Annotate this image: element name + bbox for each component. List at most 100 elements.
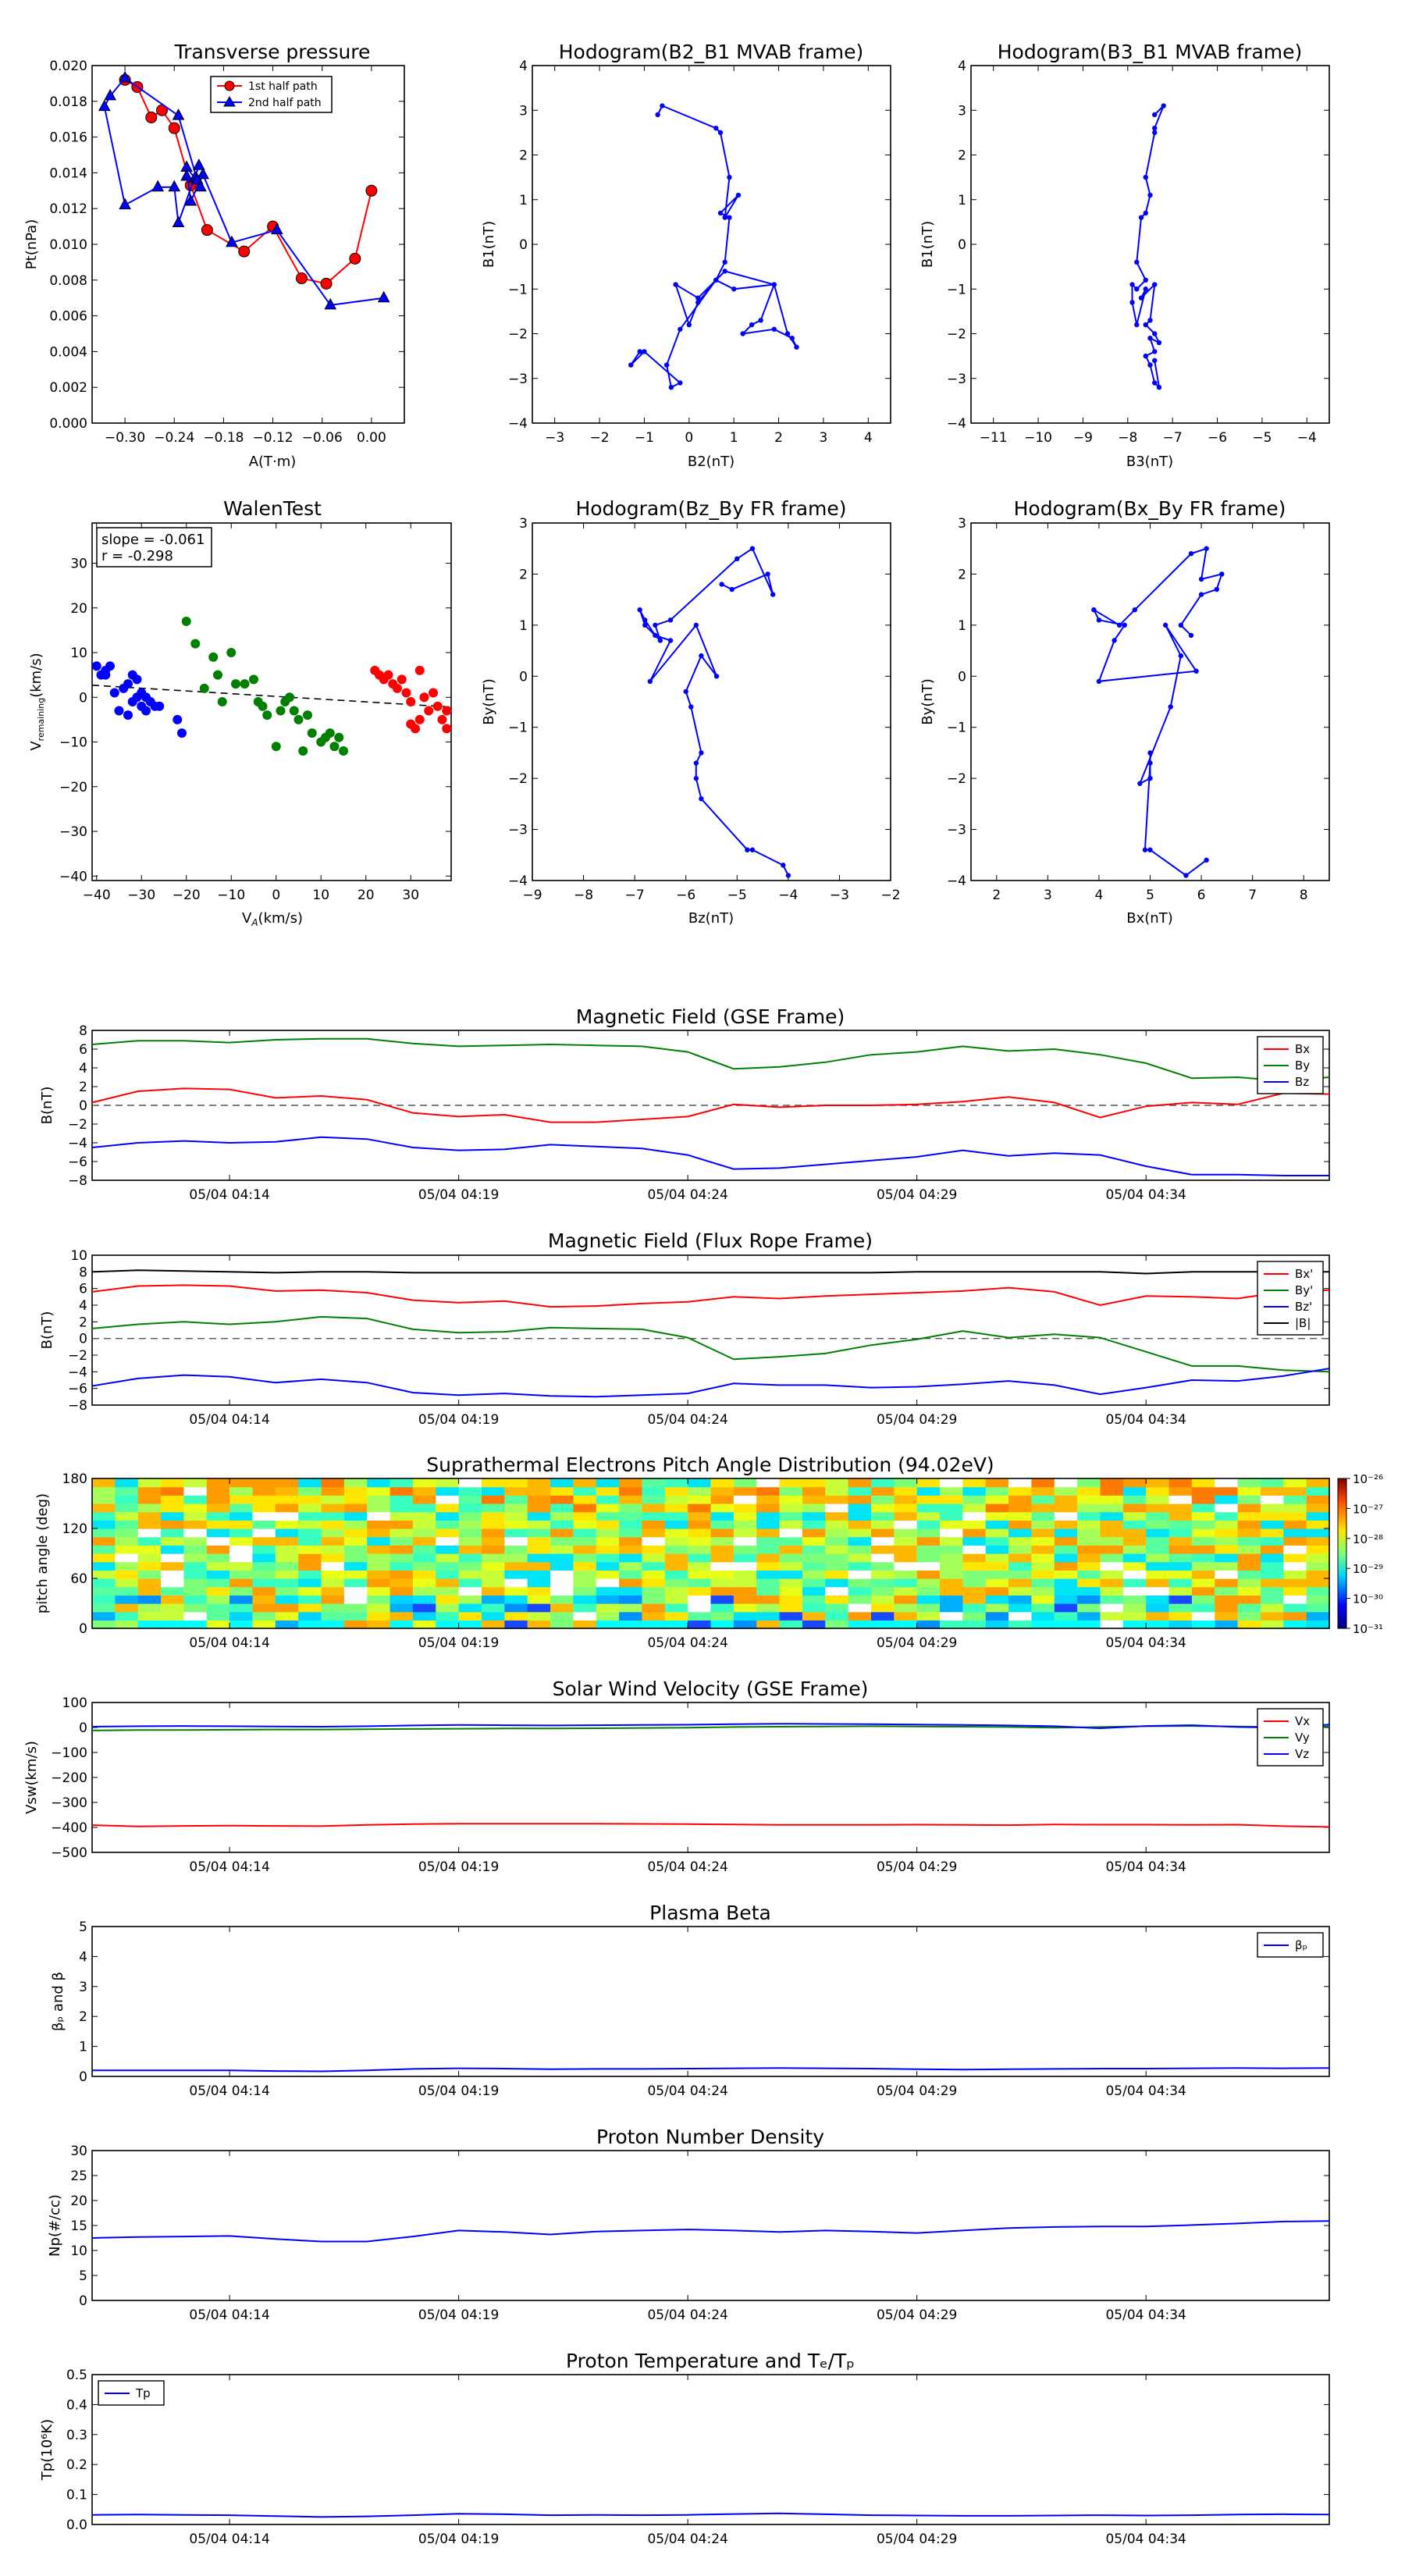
heatmap-cell bbox=[756, 1595, 781, 1604]
heatmap-cell bbox=[870, 1486, 895, 1496]
heatmap-cell bbox=[848, 1603, 872, 1613]
heatmap-cell bbox=[940, 1495, 963, 1504]
heatmap-cell bbox=[1054, 1586, 1078, 1596]
heatmap-cell bbox=[1008, 1620, 1033, 1629]
x-tick-label: 05/04 04:19 bbox=[418, 1412, 499, 1428]
heatmap-cell bbox=[161, 1520, 185, 1529]
x-tick-label: −0.06 bbox=[302, 430, 343, 446]
heatmap-cell bbox=[343, 1486, 368, 1496]
x-tick-label: −4 bbox=[778, 888, 798, 903]
heatmap-cell bbox=[550, 1603, 574, 1613]
data-point bbox=[365, 184, 378, 197]
x-tick-label: 4 bbox=[864, 430, 873, 446]
x-tick-label: 05/04 04:14 bbox=[189, 1412, 269, 1428]
heatmap-cell bbox=[1260, 1495, 1284, 1504]
heatmap-cell bbox=[825, 1478, 849, 1488]
data-point bbox=[771, 326, 777, 332]
heatmap-cell bbox=[756, 1536, 781, 1546]
scatter-point bbox=[208, 652, 219, 662]
x-tick-label: −0.12 bbox=[253, 430, 293, 446]
heatmap-cell bbox=[985, 1478, 1009, 1488]
chart-hodogram-bz-by: Hodogram(Bz_By FR frame) Bz(nT) By(nT) −… bbox=[481, 497, 901, 927]
heatmap-cell bbox=[573, 1545, 597, 1554]
heatmap-cell bbox=[1306, 1536, 1330, 1546]
heatmap-cell bbox=[367, 1536, 391, 1546]
data-point bbox=[1143, 277, 1148, 283]
heatmap-cell bbox=[848, 1503, 872, 1513]
heatmap-cell bbox=[321, 1536, 345, 1546]
heatmap-cell bbox=[596, 1611, 620, 1621]
y-tick-label: 2 bbox=[958, 148, 966, 164]
heatmap-cell bbox=[298, 1520, 322, 1529]
heatmap-cell bbox=[389, 1561, 414, 1571]
heatmap-cell bbox=[756, 1620, 781, 1629]
heatmap-cell bbox=[137, 1586, 162, 1596]
heatmap-cell bbox=[619, 1486, 643, 1496]
heatmap-cell bbox=[870, 1578, 895, 1588]
heatmap-cell bbox=[1100, 1478, 1124, 1488]
data-point bbox=[324, 297, 337, 310]
heatmap-cell bbox=[870, 1603, 895, 1613]
series-line bbox=[91, 1269, 1329, 1275]
heatmap-cell bbox=[183, 1478, 208, 1488]
data-point bbox=[193, 158, 205, 170]
heatmap-cell bbox=[1283, 1528, 1307, 1538]
heatmap-cell bbox=[825, 1603, 849, 1613]
y-tick-label: 6 bbox=[79, 1282, 87, 1297]
heatmap-cell bbox=[642, 1570, 666, 1579]
heatmap-cell bbox=[664, 1536, 688, 1546]
y-tick-label: −2 bbox=[508, 327, 528, 343]
heatmap-cell bbox=[619, 1503, 643, 1513]
colorbar-tick-label: 10⁻³⁰ bbox=[1353, 1592, 1383, 1606]
heatmap-cell bbox=[985, 1553, 1009, 1563]
heatmap-cell bbox=[1054, 1595, 1078, 1604]
plot-frame bbox=[91, 65, 405, 424]
heatmap-cell bbox=[298, 1511, 322, 1521]
x-tick-label: 05/04 04:34 bbox=[1105, 2083, 1186, 2099]
heatmap-cell bbox=[343, 1478, 368, 1488]
heatmap-cell bbox=[252, 1595, 276, 1604]
x-tick-label: 05/04 04:19 bbox=[418, 2083, 499, 2099]
heatmap-cell bbox=[1100, 1536, 1124, 1546]
heatmap-cell bbox=[756, 1520, 781, 1529]
heatmap-cell bbox=[412, 1511, 436, 1521]
scatter-point bbox=[109, 688, 119, 698]
heatmap-cell bbox=[1031, 1620, 1055, 1629]
chart-proton-temperature: Proton Temperature and Tₑ/Tₚ Tp(10⁶K) 0.… bbox=[39, 2350, 1330, 2547]
data-point bbox=[745, 847, 750, 852]
heatmap-cell bbox=[1054, 1520, 1078, 1529]
heatmap-cell bbox=[183, 1511, 208, 1521]
y-tick-label: 15 bbox=[70, 2218, 87, 2234]
heatmap-cell bbox=[985, 1595, 1009, 1604]
heatmap-cell bbox=[756, 1561, 781, 1571]
y-tick-label: −2 bbox=[68, 1348, 87, 1364]
heatmap-cell bbox=[298, 1578, 322, 1588]
heatmap-cell bbox=[894, 1545, 918, 1554]
data-point bbox=[628, 362, 634, 368]
heatmap-cell bbox=[1237, 1486, 1261, 1496]
heatmap-cell bbox=[275, 1595, 299, 1604]
y-tick-label: 2 bbox=[958, 567, 966, 582]
heatmap-cell bbox=[642, 1611, 666, 1621]
heatmap-cell bbox=[825, 1486, 849, 1496]
heatmap-cell bbox=[481, 1578, 505, 1588]
heatmap-cell bbox=[1191, 1603, 1215, 1613]
heatmap-cell bbox=[802, 1536, 826, 1546]
heatmap-cell bbox=[321, 1603, 345, 1613]
heatmap-cell bbox=[733, 1586, 757, 1596]
heatmap-cell bbox=[436, 1511, 460, 1521]
data-point bbox=[717, 210, 724, 216]
heatmap-cell bbox=[642, 1586, 666, 1596]
heatmap-cell bbox=[458, 1495, 482, 1504]
heatmap-cell bbox=[206, 1553, 230, 1563]
data-point bbox=[1162, 622, 1168, 628]
chart-title: Hodogram(Bx_By FR frame) bbox=[1014, 497, 1286, 520]
data-point bbox=[1152, 112, 1158, 118]
heatmap-cell bbox=[710, 1495, 735, 1504]
x-tick-label: 10 bbox=[312, 888, 329, 903]
heatmap-cell bbox=[504, 1578, 528, 1588]
heatmap-cell bbox=[1122, 1511, 1147, 1521]
y-tick-label: −2 bbox=[68, 1117, 87, 1133]
y-tick-label: 1 bbox=[519, 618, 528, 634]
scatter-point bbox=[262, 710, 272, 720]
